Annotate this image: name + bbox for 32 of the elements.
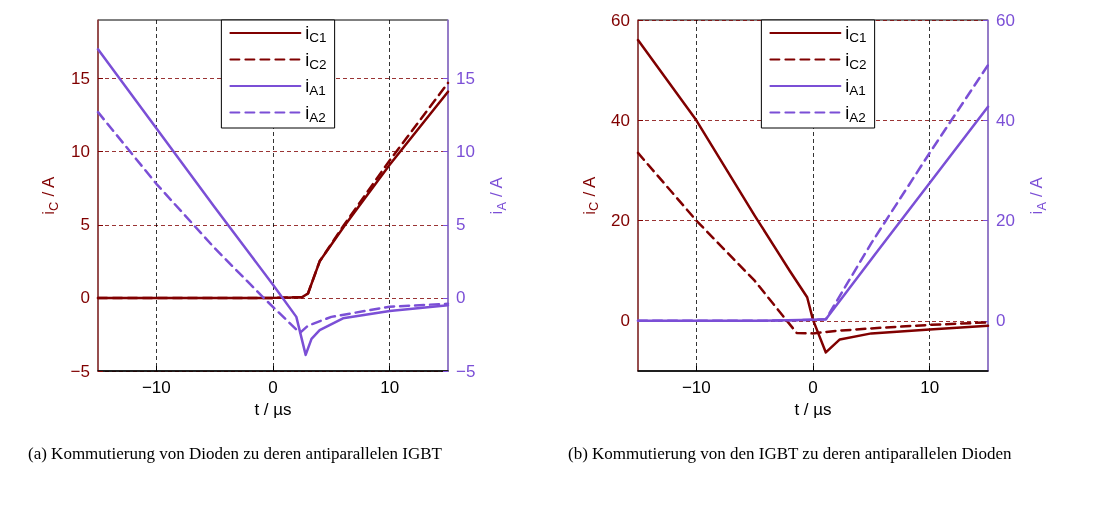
y2-axis-title: iA / A xyxy=(1027,176,1049,215)
y2-axis-title: iA / A xyxy=(487,176,509,215)
y2-tick-label: 15 xyxy=(456,69,475,88)
x-tick-label: −10 xyxy=(141,378,171,397)
y2-tick-label: 40 xyxy=(996,110,1015,130)
x-tick-label: −10 xyxy=(681,378,711,397)
y2-tick-label: 60 xyxy=(996,10,1015,30)
y2-tick-label: 5 xyxy=(456,215,466,235)
y-tick-label: 20 xyxy=(611,211,630,231)
x-tick-label: 10 xyxy=(380,378,400,397)
x-tick-label: 0 xyxy=(808,378,818,397)
x-tick-label: 10 xyxy=(920,378,940,397)
y2-tick-label: 20 xyxy=(996,211,1015,231)
text: (b) Kommutierung von den IGBT zu deren antiparallelen Dioden xyxy=(568,443,1013,465)
y-tick-label: 40 xyxy=(611,110,630,130)
y-tick-label: 0 xyxy=(80,288,90,308)
text: (a) Kommutierung von Dioden zu deren antiparallelen IGBT xyxy=(28,443,443,465)
y-axis-title: iC / A xyxy=(39,176,61,215)
y2-tick-label: 0 xyxy=(456,288,466,308)
x-axis-title: t / µs xyxy=(254,400,292,419)
y-tick-label: 60 xyxy=(611,10,630,30)
y-tick-label: 10 xyxy=(71,142,90,162)
y2-tick-label: −5 xyxy=(456,361,476,381)
y-tick-label: 15 xyxy=(71,69,90,88)
y-tick-label: 5 xyxy=(80,215,90,235)
x-tick-label: 0 xyxy=(268,378,278,397)
y-tick-label: −5 xyxy=(70,361,90,381)
x-axis-title: t / µs xyxy=(794,400,832,419)
y-tick-label: 0 xyxy=(620,311,630,331)
y2-tick-label: 0 xyxy=(996,311,1006,331)
y2-tick-label: 10 xyxy=(456,142,475,162)
y-axis-title: iC / A xyxy=(579,176,601,215)
